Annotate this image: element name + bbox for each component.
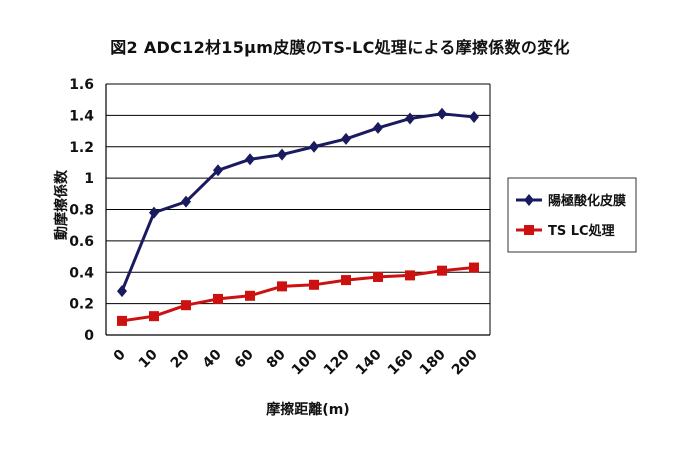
series-1: [117, 107, 479, 298]
axes: [105, 84, 491, 336]
x-tick-label: 160: [385, 346, 417, 378]
x-tick-label: 100: [289, 346, 321, 378]
legend-item: 陽極酸化皮膜: [516, 193, 626, 209]
data-point: [181, 300, 191, 311]
data-point: [437, 107, 447, 120]
data-point: [309, 140, 319, 153]
x-tick-label: 140: [353, 346, 385, 378]
x-tick-label: 180: [417, 346, 449, 378]
data-point: [213, 164, 223, 177]
data-point: [405, 270, 415, 281]
data-point: [149, 311, 159, 322]
y-tick-labels: 0 0.2 0.4 0.6 0.8 1 1.2 1.4 1.6: [69, 77, 94, 344]
legend-marker: [524, 194, 534, 206]
y-tick-label: 0.6: [69, 234, 94, 250]
data-point: [341, 132, 351, 145]
y-tick-label: 0.2: [69, 297, 94, 313]
x-tick-label: 80: [264, 346, 289, 371]
legend: 陽極酸化皮膜 TS LC処理: [507, 177, 637, 253]
y-tick-label: 0: [84, 328, 94, 344]
x-tick-label: 60: [232, 346, 257, 371]
x-tick-label: 0: [111, 346, 129, 364]
series-line: [120, 112, 475, 292]
y-tick-label: 1.2: [69, 140, 94, 156]
data-point: [245, 290, 255, 301]
x-tick-labels: 0 10 20 40 60 80 100 120 140 160 180 200: [111, 346, 481, 378]
data-point: [373, 271, 383, 282]
data-point: [309, 279, 319, 290]
legend-label: TS LC処理: [548, 223, 615, 239]
y-axis-title: 動摩擦係数: [53, 169, 70, 240]
x-tick-label: 20: [168, 346, 193, 371]
x-tick-label: 10: [136, 346, 161, 371]
data-point: [469, 110, 479, 123]
y-tick-label: 0.8: [69, 203, 94, 219]
data-point: [149, 206, 159, 219]
legend-marker: [524, 225, 534, 235]
data-point: [437, 265, 447, 276]
x-tick-label: 40: [200, 346, 225, 371]
x-tick-label: 120: [321, 346, 353, 378]
y-tick-label: 1.6: [69, 77, 94, 93]
data-point: [341, 275, 351, 286]
data-point: [117, 315, 127, 326]
x-axis-title: 摩擦距離(m): [266, 401, 349, 418]
data-point: [117, 285, 127, 298]
chart-title: 図2 ADC12材15μm皮膜のTS-LC処理による摩擦係数の変化: [110, 38, 570, 57]
x-tick-label: 200: [449, 346, 481, 378]
data-point: [277, 281, 287, 292]
data-point: [405, 112, 415, 125]
data-point: [277, 148, 287, 161]
series-2: [117, 262, 479, 326]
data-series: [117, 107, 479, 326]
y-tick-label: 1.4: [69, 108, 94, 124]
legend-item: TS LC処理: [516, 223, 615, 239]
data-point: [181, 195, 191, 208]
series-line: [121, 266, 475, 323]
data-point: [373, 121, 383, 134]
y-tick-label: 0.4: [69, 265, 94, 281]
data-point: [245, 153, 255, 166]
y-tick-label: 1: [84, 171, 94, 187]
data-point: [213, 293, 223, 304]
legend-label: 陽極酸化皮膜: [548, 193, 626, 209]
data-point: [469, 262, 479, 273]
